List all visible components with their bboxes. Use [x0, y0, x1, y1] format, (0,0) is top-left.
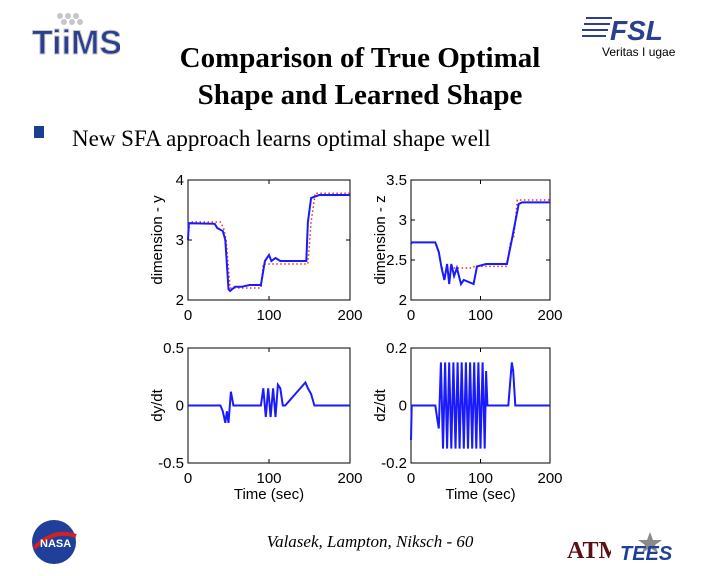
- y-tick-label: 3: [399, 212, 407, 229]
- y-tick-label: 2: [399, 292, 407, 309]
- series-learned-line: [410, 201, 550, 287]
- x-tick-label: 200: [337, 470, 362, 487]
- x-tick-label: 100: [468, 307, 493, 324]
- y-tick-label: 4: [176, 172, 184, 189]
- tiims-logo: TiiMS: [30, 10, 120, 60]
- x-tick-label: 200: [337, 307, 362, 324]
- x-tick-label: 200: [537, 307, 562, 324]
- nasa-logo: NASA: [32, 520, 77, 564]
- tees-logo: TEES: [620, 532, 673, 565]
- nasa-logo-text: NASA: [40, 538, 71, 550]
- series-learned-line: [410, 362, 550, 449]
- chart-2: 0 100 200 3.5 3 2.5 2 dimension - z: [372, 172, 563, 324]
- tiims-dots: [57, 13, 83, 25]
- y-tick-label: 0.5: [163, 340, 184, 357]
- x-tick-label: 0: [184, 307, 192, 324]
- series-learned-line: [188, 380, 350, 424]
- x-tick-label: 0: [407, 470, 415, 487]
- x-tick-label: 0: [407, 307, 415, 324]
- y-tick-label: 3: [176, 232, 184, 249]
- slide-title-line1: Comparison of True Optimal: [179, 42, 541, 74]
- y-axis-label: dimension - z: [372, 195, 389, 284]
- bullet-text: New SFA approach learns optimal shape we…: [72, 126, 491, 151]
- y-axis-label: dz/dt: [372, 388, 389, 421]
- plot-frame: [187, 179, 351, 301]
- x-tick-label: 100: [468, 470, 493, 487]
- y-tick-label: -0.2: [381, 455, 407, 472]
- x-axis-label: Time (sec): [445, 486, 515, 503]
- y-tick-label: -0.5: [158, 455, 184, 472]
- slide-title-line2: Shape and Learned Shape: [197, 79, 523, 111]
- y-tick-label: 2.5: [386, 252, 407, 269]
- y-tick-label: 3.5: [386, 172, 407, 189]
- tiims-logo-text: TiiMS: [32, 24, 120, 60]
- x-axis-label: Time (sec): [234, 486, 304, 503]
- footer-text: Valasek, Lampton, Niksch - 60: [266, 532, 474, 551]
- y-tick-label: 0: [399, 398, 407, 415]
- plot-frame: [410, 179, 551, 301]
- y-axis-label: dimension - y: [149, 195, 166, 285]
- series-optimal-line: [410, 199, 550, 269]
- x-tick-label: 100: [256, 470, 281, 487]
- tamu-logo-text: ATM: [567, 538, 611, 564]
- bullet-square-icon: [34, 126, 44, 138]
- x-tick-label: 0: [184, 470, 192, 487]
- fsl-logo: FSL Veritas I ugae: [582, 15, 676, 59]
- x-tick-label: 200: [537, 470, 562, 487]
- y-tick-label: 0.2: [386, 340, 407, 357]
- fsl-logo-text: FSL: [610, 15, 663, 46]
- slide-title: Comparison of True Optimal Shape and Lea…: [130, 40, 590, 114]
- tees-logo-text: TEES: [620, 543, 673, 565]
- chart-1: 0 100 200 4 3 2 dimension - y: [149, 172, 363, 324]
- y-tick-label: 0: [176, 398, 184, 415]
- tamu-logo: ATM: [567, 538, 611, 564]
- y-tick-label: 2: [176, 292, 184, 309]
- series-learned-line: [187, 194, 350, 293]
- fsl-motto: Veritas I ugae: [602, 45, 676, 59]
- y-axis-label: dy/dt: [149, 388, 166, 421]
- x-tick-label: 100: [256, 307, 281, 324]
